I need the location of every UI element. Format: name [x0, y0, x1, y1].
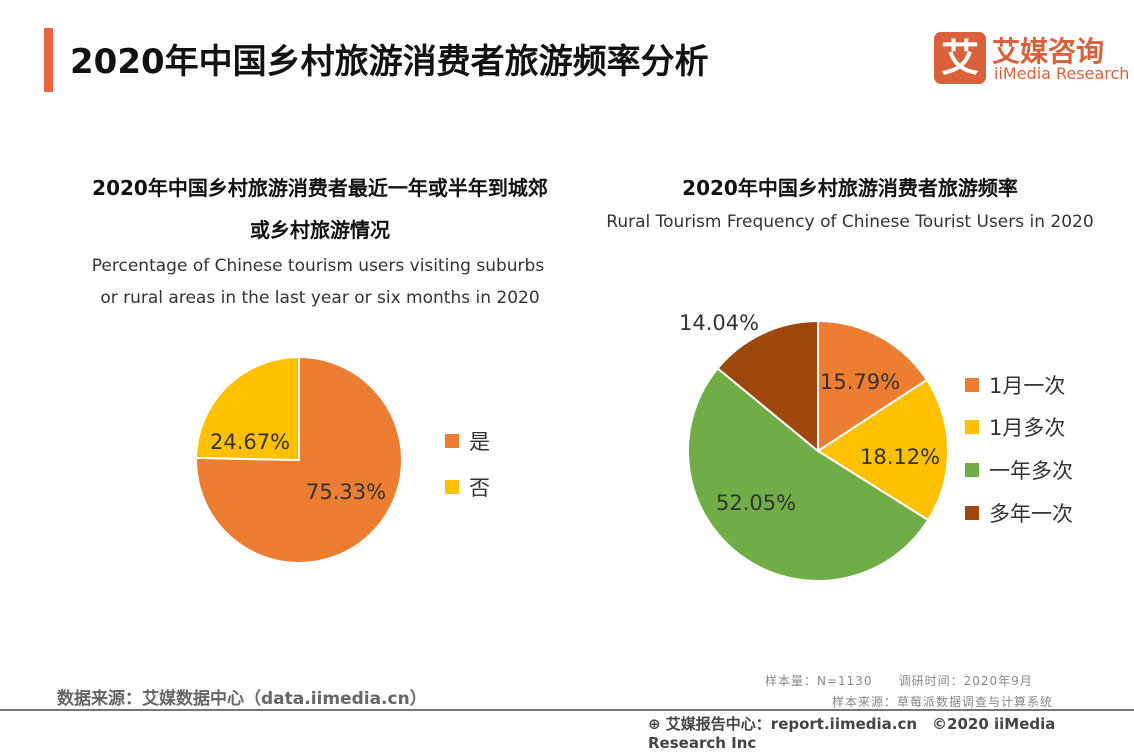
legend-swatch	[445, 480, 459, 494]
chart1-title-line1: 2020年中国乡村旅游消费者最近一年或半年到城郊	[92, 176, 548, 200]
chart1-slice-1	[195, 355, 300, 462]
chart2-label-3: 14.04%	[679, 311, 760, 335]
chart2-label-0: 15.79%	[820, 370, 901, 394]
data-source: 数据来源：艾媒数据中心（data.iimedia.cn）	[57, 689, 427, 709]
legend-swatch	[965, 420, 979, 434]
chart2-label-2: 52.05%	[716, 491, 797, 515]
legend-label: 1月多次	[989, 416, 1066, 440]
chart2-legend-0: 1月一次	[965, 370, 1065, 400]
footer-text: 艾媒报告中心：report.iimedia.cn ©2020 iiMedia R…	[648, 715, 1056, 752]
chart1-label-yes: 75.33%	[306, 480, 387, 504]
chart2-slice-3	[716, 319, 819, 454]
legend-swatch	[965, 506, 979, 520]
sample-note: 样本量：N=1130 调研时间：2020年9月	[765, 674, 1033, 688]
legend-swatch	[445, 434, 459, 448]
chart2-legend-1: 1月多次	[965, 412, 1065, 442]
legend-swatch	[965, 463, 979, 477]
footer: ⊕ 艾媒报告中心：report.iimedia.cn ©2020 iiMedia…	[648, 713, 1134, 752]
chart2-slice-1	[816, 378, 949, 522]
page-title: 2020年中国乡村旅游消费者旅游频率分析	[70, 42, 709, 82]
chart1-legend-no: 否	[445, 472, 490, 502]
logo-text-en: iiMedia Research	[994, 64, 1130, 83]
legend-label: 多年一次	[989, 502, 1073, 526]
chart1-subtitle-line2: or rural areas in the last year or six m…	[100, 288, 540, 308]
footer-divider	[0, 709, 1134, 711]
chart2-subtitle: Rural Tourism Frequency of Chinese Touri…	[606, 212, 1094, 232]
chart1-title-line2: 或乡村旅游情况	[250, 218, 390, 242]
title-accent-bar	[44, 28, 53, 92]
legend-label: 1月一次	[989, 374, 1066, 398]
chart2-legend-3: 多年一次	[965, 498, 1073, 528]
chart1-slice-0	[195, 355, 403, 564]
chart2-slice-0	[817, 319, 929, 453]
legend-label: 一年多次	[989, 459, 1073, 483]
legend-label: 否	[469, 476, 490, 500]
logo-text-cn: 艾媒咨询	[992, 35, 1105, 68]
chart2-label-1: 18.12%	[860, 445, 941, 469]
chart2-legend-2: 一年多次	[965, 455, 1073, 485]
chart2-slice-2	[687, 366, 930, 582]
sample-source-note: 样本来源：草莓派数据调查与计算系统	[832, 695, 1054, 709]
globe-icon: ⊕	[648, 715, 666, 733]
legend-swatch	[965, 378, 979, 392]
chart1-legend-yes: 是	[445, 426, 490, 456]
chart1-subtitle-line1: Percentage of Chinese tourism users visi…	[91, 256, 545, 276]
legend-label: 是	[469, 430, 490, 454]
chart1-label-no: 24.67%	[210, 430, 291, 454]
chart2-title: 2020年中国乡村旅游消费者旅游频率	[682, 176, 1018, 200]
logo-icon: 艾	[934, 32, 986, 84]
